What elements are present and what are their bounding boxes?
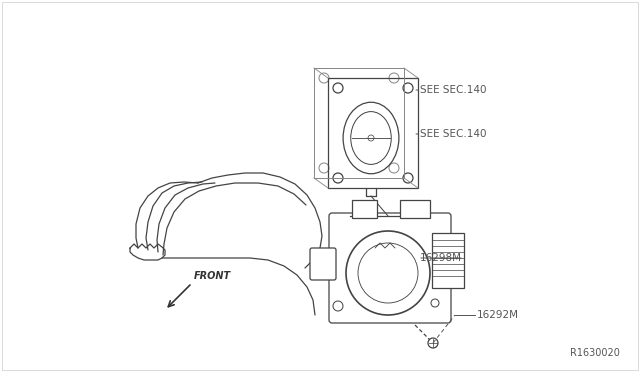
Ellipse shape [343,102,399,174]
FancyBboxPatch shape [352,200,377,218]
Text: SEE SEC.140: SEE SEC.140 [420,129,486,139]
Text: 16292M: 16292M [477,310,519,320]
FancyBboxPatch shape [310,248,336,280]
FancyBboxPatch shape [432,233,464,288]
Text: 16298M: 16298M [420,253,462,263]
Text: R1630020: R1630020 [570,348,620,358]
Text: SEE SEC.140: SEE SEC.140 [420,85,486,95]
Ellipse shape [351,112,391,164]
FancyBboxPatch shape [400,200,430,218]
FancyBboxPatch shape [329,213,451,323]
Text: FRONT: FRONT [194,271,231,281]
